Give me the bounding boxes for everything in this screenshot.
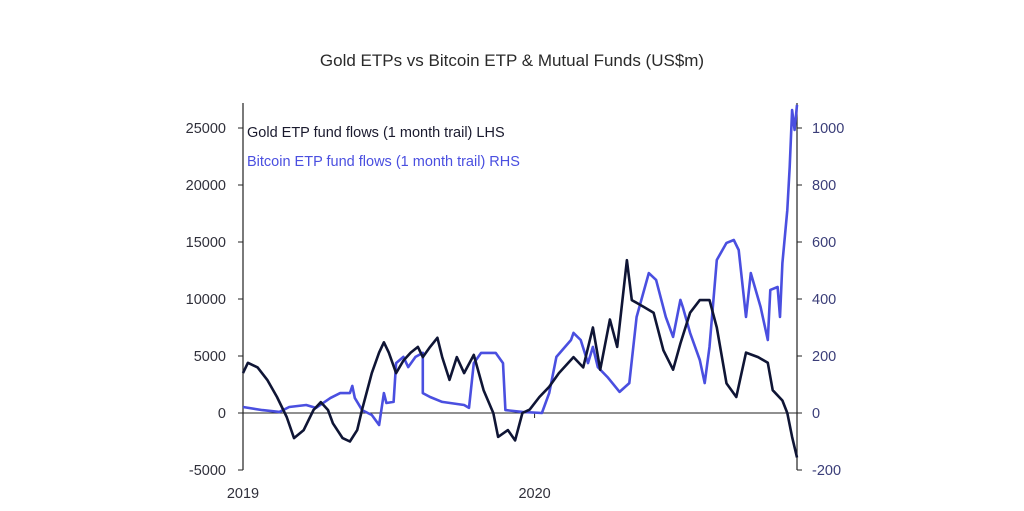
left-tick-label: 25000 <box>186 121 226 137</box>
chart-title: Gold ETPs vs Bitcoin ETP & Mutual Funds … <box>320 51 704 70</box>
bitcoin-etp-line <box>242 104 799 427</box>
left-tick-label: 0 <box>218 406 226 422</box>
right-tick-label: 1000 <box>812 121 844 137</box>
right-tick-label: 0 <box>812 406 820 422</box>
right-tick-label: -200 <box>812 463 841 479</box>
left-tick-label: 15000 <box>186 235 226 251</box>
right-tick-label: 600 <box>812 235 836 251</box>
left-tick-label: 20000 <box>186 178 226 194</box>
gold-etp-line <box>241 258 799 458</box>
left-tick-label: -5000 <box>189 463 226 479</box>
left-tick-label: 10000 <box>186 292 226 308</box>
left-tick-label: 5000 <box>194 349 226 365</box>
right-tick-label: 200 <box>812 349 836 365</box>
right-tick-label: 400 <box>812 292 836 308</box>
legend-gold: Gold ETP fund flows (1 month trail) LHS <box>247 125 505 141</box>
legend-bitcoin: Bitcoin ETP fund flows (1 month trail) R… <box>247 154 520 170</box>
axes: -5000 0 5000 10000 15000 20000 25000 -200 0 200 40… <box>186 103 844 502</box>
x-tick-label: 2019 <box>227 486 259 502</box>
right-tick-label: 800 <box>812 178 836 194</box>
plot-lines <box>241 104 799 458</box>
x-tick-label: 2020 <box>518 486 550 502</box>
